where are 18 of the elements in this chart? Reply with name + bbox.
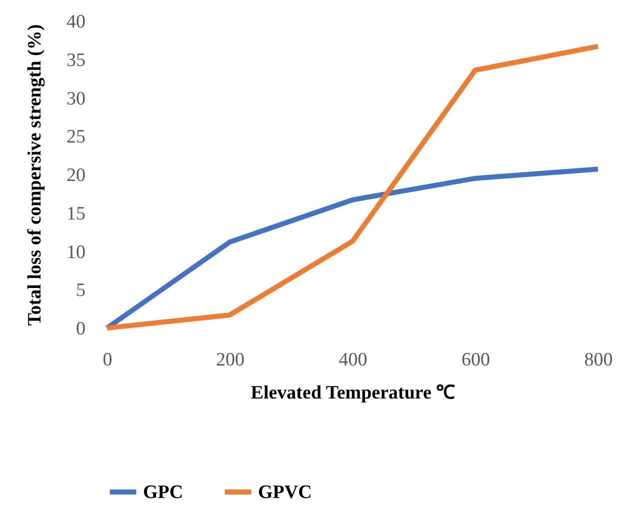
y-tick-label: 35: [66, 50, 86, 71]
x-tick-label: 600: [462, 350, 490, 370]
y-tick-label: 10: [66, 242, 86, 263]
y-axis-title: Total loss of compersive strength (%): [24, 24, 46, 326]
y-tick-label: 40: [66, 12, 86, 32]
y-tick-label: 15: [66, 203, 86, 224]
y-tick-label: 20: [66, 165, 86, 186]
x-tick-label: 400: [338, 350, 368, 370]
x-tick-label: 200: [216, 350, 244, 370]
legend-label: GPC: [143, 482, 184, 503]
x-tick-label: 0: [102, 350, 112, 370]
y-tick-label: 30: [66, 88, 86, 110]
x-tick-label: 800: [584, 350, 613, 370]
y-tick-label: 0: [76, 318, 86, 340]
legend-label: GPVC: [258, 482, 312, 503]
y-tick-label: 5: [76, 280, 86, 302]
y-tick-label: 25: [66, 126, 86, 148]
x-axis-title: Elevated Temperature ℃: [250, 382, 456, 404]
